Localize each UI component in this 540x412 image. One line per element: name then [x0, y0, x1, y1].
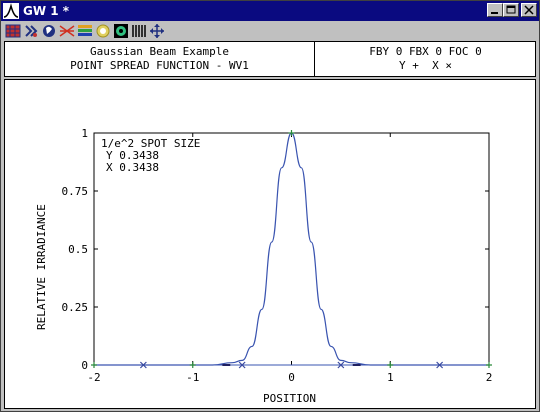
header-left-panel: Gaussian Beam Example POINT SPREAD FUNCT… — [5, 42, 315, 76]
psf-chart: 0 0.25 0.5 0.75 1 -2 -1 0 1 2 — [62, 127, 493, 384]
minimize-button[interactable] — [487, 3, 503, 17]
close-icon — [524, 5, 534, 15]
plot-type-title: POINT SPREAD FUNCTION - WV1 — [70, 59, 249, 72]
grid-icon[interactable] — [5, 23, 21, 39]
y-plus-marker — [91, 362, 97, 368]
y-tick-label: 0.5 — [68, 243, 88, 256]
field-focus-info: FBY 0 FBX 0 FOC 0 — [369, 45, 482, 58]
minimize-icon — [491, 12, 498, 14]
y-tick-label: 0 — [81, 359, 88, 372]
x-tick-label: -1 — [186, 371, 199, 384]
target-icon[interactable] — [113, 23, 129, 39]
y-tick-label: 0.75 — [62, 185, 89, 198]
x-tick-label: -2 — [87, 371, 100, 384]
title-bar[interactable]: GW 1 * — [1, 1, 539, 21]
x-cross-marker — [238, 361, 246, 369]
spot-size-y: Y 0.3438 — [106, 149, 159, 162]
toolbar — [1, 21, 539, 41]
x-cross-marker — [436, 361, 444, 369]
gaussian-window-icon — [3, 3, 19, 19]
restore-icon — [506, 5, 516, 14]
close-button[interactable] — [521, 3, 537, 17]
header-right-panel: FBY 0 FBX 0 FOC 0 Y + X × — [316, 42, 535, 76]
y-tick-label: 1 — [81, 127, 88, 140]
y-plus-marker — [486, 362, 492, 368]
bars-icon[interactable] — [131, 23, 147, 39]
cross-rays-icon[interactable] — [59, 23, 75, 39]
y-axis-label: RELATIVE IRRADIANCE — [35, 204, 48, 330]
y-plus-marker — [387, 362, 394, 368]
layers-icon[interactable] — [77, 23, 93, 39]
plot-area: 0 0.25 0.5 0.75 1 -2 -1 0 1 2 1/e^2 SPOT SIZE Y 0… — [4, 79, 536, 409]
hand-icon[interactable] — [41, 23, 57, 39]
move-arrows-icon[interactable] — [149, 23, 165, 39]
marker-legend: Y + X × — [399, 59, 452, 72]
y-plus-marker — [288, 130, 295, 136]
x-cross-marker — [139, 361, 147, 369]
window-title: GW 1 * — [23, 4, 70, 18]
x-axis-label: POSITION — [263, 392, 316, 405]
spot-size-label: 1/e^2 SPOT SIZE — [101, 137, 201, 150]
y-plus-marker — [189, 362, 196, 368]
y-tick-label: 0.25 — [62, 301, 89, 314]
x-cross-marker — [337, 361, 345, 369]
restore-button[interactable] — [503, 3, 519, 17]
x-tick-label: 2 — [486, 371, 493, 384]
lens-icon[interactable] — [95, 23, 111, 39]
draw-icon[interactable] — [23, 23, 39, 39]
x-tick-label: 0 — [288, 371, 295, 384]
plot-header: Gaussian Beam Example POINT SPREAD FUNCT… — [4, 41, 536, 77]
x-tick-label: 1 — [387, 371, 394, 384]
spot-size-x: X 0.3438 — [106, 161, 159, 174]
plot-system-title: Gaussian Beam Example — [89, 45, 230, 58]
